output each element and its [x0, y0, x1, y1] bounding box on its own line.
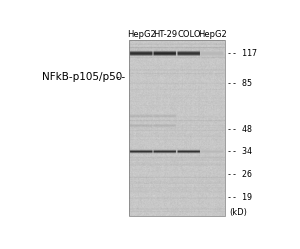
- Text: NFkB-p105/p50: NFkB-p105/p50: [42, 72, 122, 82]
- Text: HepG2: HepG2: [127, 30, 156, 39]
- Text: HepG2: HepG2: [198, 30, 227, 39]
- Text: -- 48: -- 48: [227, 125, 252, 134]
- Text: -- 85: -- 85: [227, 79, 252, 88]
- Text: -- 117: -- 117: [227, 49, 257, 58]
- Text: COLO: COLO: [177, 30, 200, 39]
- Text: -- 26: -- 26: [227, 170, 252, 179]
- Bar: [129, 40, 225, 216]
- Text: --: --: [115, 72, 127, 82]
- Text: HT-29: HT-29: [153, 30, 177, 39]
- Text: -- 19: -- 19: [227, 193, 252, 202]
- Text: -- 34: -- 34: [227, 147, 252, 156]
- Text: (kD): (kD): [229, 208, 247, 217]
